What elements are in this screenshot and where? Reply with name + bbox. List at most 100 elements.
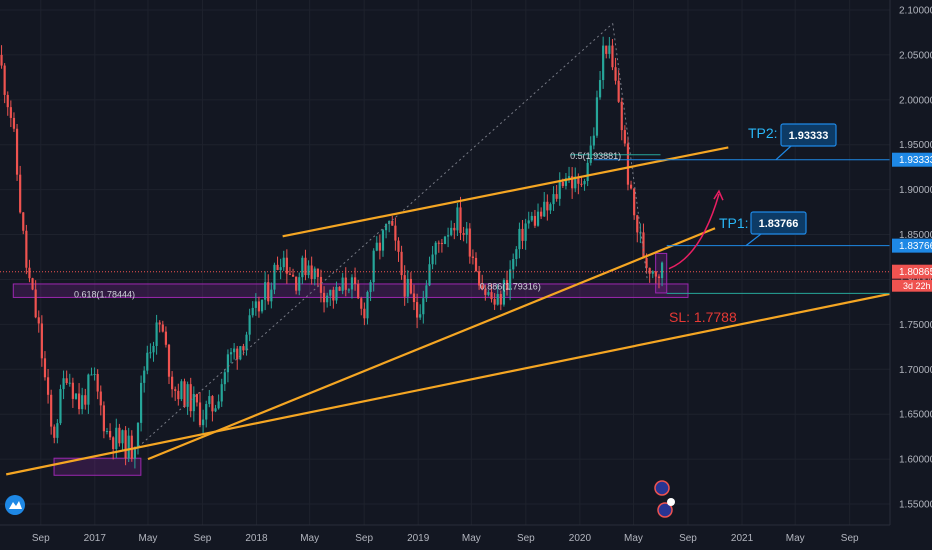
candle — [468, 228, 471, 257]
time-axis-background — [0, 525, 932, 550]
candle — [254, 301, 257, 308]
y-tick-label: 1.55000 — [899, 500, 932, 511]
x-tick-label: Sep — [679, 533, 697, 544]
candle — [536, 211, 540, 226]
candle — [28, 267, 31, 279]
candle — [431, 254, 434, 265]
x-tick-label: Sep — [517, 533, 535, 544]
candle — [149, 352, 152, 354]
candle — [394, 225, 397, 241]
candle — [31, 278, 34, 290]
candle — [25, 230, 28, 268]
candle — [3, 65, 6, 95]
y-tick-label: 1.75000 — [899, 320, 932, 331]
projection-arrow — [668, 193, 720, 270]
candle — [564, 178, 568, 186]
candle — [171, 376, 174, 390]
candle — [453, 227, 456, 231]
candle — [502, 280, 506, 305]
candle — [127, 435, 130, 459]
candle — [626, 143, 630, 185]
y-tick-label: 2.10000 — [899, 6, 932, 17]
x-tick-label: 2017 — [84, 533, 107, 544]
candles — [0, 36, 664, 469]
candle — [583, 180, 586, 185]
candle — [211, 396, 214, 412]
candle — [158, 322, 161, 325]
candle — [307, 265, 310, 276]
candle — [425, 285, 428, 299]
candle — [481, 285, 484, 290]
candle — [400, 251, 403, 276]
x-tick-label: Sep — [841, 533, 859, 544]
candle — [602, 45, 605, 81]
candle — [329, 289, 332, 296]
trendline-lower-support[interactable] — [5, 292, 891, 476]
y-tick-label: 2.00000 — [899, 95, 932, 106]
bottom-zone[interactable] — [53, 457, 142, 476]
candle — [521, 228, 524, 241]
candle — [617, 80, 620, 102]
candle — [335, 286, 338, 301]
trendline-rising-support[interactable] — [147, 227, 716, 461]
candle — [571, 176, 574, 189]
candle — [93, 374, 96, 376]
tp2-pointer — [775, 145, 792, 161]
candle — [478, 271, 481, 286]
time-axis[interactable]: Sep 2017 May Sep 2018 May Sep 2019 May Sep 2020 May… — [0, 524, 932, 550]
x-tick-label: May — [624, 533, 643, 544]
candle — [611, 45, 614, 68]
candle — [546, 201, 549, 211]
candle — [412, 293, 416, 303]
fib-zone[interactable] — [12, 283, 689, 298]
tp1-callout[interactable] — [750, 211, 807, 235]
candle — [37, 317, 40, 324]
y-tick-label: 1.95000 — [899, 140, 932, 151]
candle — [391, 220, 394, 226]
candle — [471, 256, 475, 258]
candle — [108, 430, 112, 438]
candle — [115, 427, 118, 449]
candle — [586, 162, 589, 181]
candle — [344, 277, 347, 290]
candle — [406, 278, 409, 297]
candle — [403, 275, 406, 297]
candle — [409, 278, 412, 294]
event-flag-icon[interactable] — [657, 502, 673, 518]
swing-line-down — [612, 23, 648, 280]
candle — [143, 370, 146, 383]
price-axis[interactable]: 2.10000 2.05000 2.00000 1.95000 1.90000 1.850… — [889, 0, 932, 550]
candle — [87, 374, 90, 405]
candle — [487, 292, 490, 295]
tp2-callout[interactable] — [780, 123, 837, 147]
candle — [71, 382, 74, 399]
candle — [248, 315, 251, 335]
trendline-channel-top[interactable] — [282, 146, 729, 238]
countdown-tag — [892, 279, 932, 292]
candle — [322, 292, 326, 303]
countdown-text: 3d 22h — [903, 281, 931, 291]
y-tick-label: 1.85000 — [899, 230, 932, 241]
candle — [121, 430, 124, 444]
candle — [540, 211, 543, 217]
candle — [512, 259, 515, 270]
candle — [12, 117, 16, 129]
y-tick-label: 2.05000 — [899, 50, 932, 61]
candle — [136, 422, 140, 449]
candle — [543, 201, 546, 217]
candle — [62, 378, 65, 390]
candle — [316, 268, 319, 277]
x-tick-label: 2020 — [569, 533, 592, 544]
candle — [6, 94, 9, 108]
candle — [90, 374, 93, 376]
candle — [518, 228, 521, 250]
candle — [174, 389, 177, 391]
candle — [208, 396, 211, 405]
candle — [223, 372, 226, 385]
event-flag-icon[interactable] — [654, 480, 670, 496]
x-tick-label: Sep — [32, 533, 50, 544]
trendlines[interactable] — [5, 23, 891, 476]
candle — [462, 233, 465, 235]
candle — [639, 232, 642, 234]
